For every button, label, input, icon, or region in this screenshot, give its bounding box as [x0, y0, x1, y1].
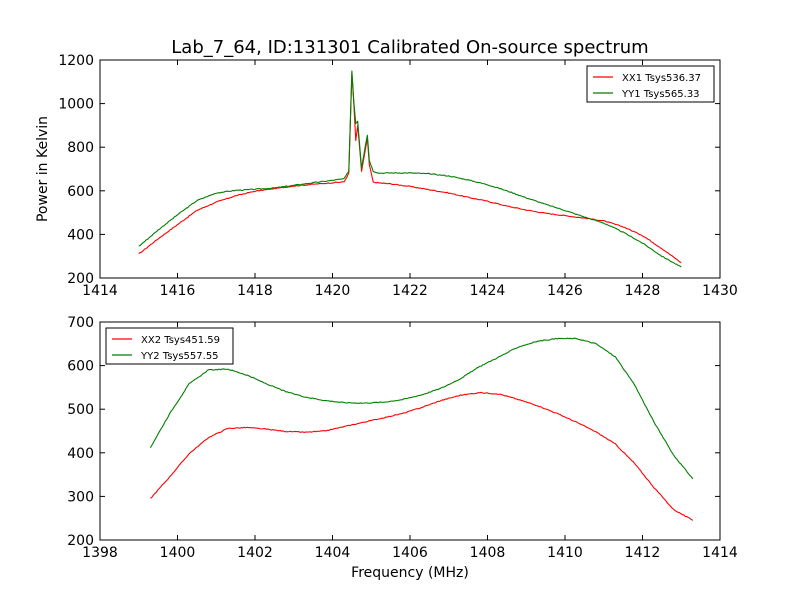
x-tick-label: 1418 — [237, 283, 273, 299]
legend: XX1 Tsys536.37 YY1 Tsys565.33 — [586, 65, 715, 103]
x-tick-label: 1420 — [315, 283, 351, 299]
series-group — [138, 70, 682, 268]
x-tick-label: 1426 — [547, 283, 583, 299]
x-tick-label: 1400 — [160, 545, 196, 561]
y-tick-label: 200 — [67, 533, 94, 549]
x-tick-label: 1416 — [160, 283, 196, 299]
x-tick-label: 1408 — [470, 545, 506, 561]
series-line-2 — [138, 70, 682, 268]
chart-title: Lab_7_64, ID:131301 Calibrated On-source… — [171, 37, 648, 58]
x-tick-label: 1422 — [392, 283, 428, 299]
panel-2: 1398 1400 1402 1404 1406 1408 1410 1412 1414 200 3… — [67, 315, 738, 561]
x-axis-label-bottom: Frequency (MHz) — [351, 565, 469, 581]
panel-1: 1414 1416 1418 1420 1422 1424 1426 1428 1430 200 4… — [58, 53, 737, 299]
legend-label: XX1 Tsys536.37 — [622, 73, 701, 84]
x-tick-label: 1410 — [547, 545, 583, 561]
legend: XX2 Tsys451.59 YY2 Tsys557.55 — [105, 327, 234, 365]
series-line-2 — [149, 337, 694, 480]
y-tick-label: 700 — [67, 315, 94, 331]
x-tick-label: 1428 — [625, 283, 661, 299]
y-axis-label-top: Power in Kelvin — [35, 116, 51, 222]
x-tick-label: 1404 — [315, 545, 351, 561]
y-tick-label: 200 — [67, 271, 94, 287]
legend-label: YY2 Tsys557.55 — [140, 351, 219, 362]
y-tick-label: 800 — [67, 140, 94, 156]
y-tick-label: 1200 — [58, 53, 94, 69]
x-tick-label: 1412 — [625, 545, 661, 561]
y-tick-label: 500 — [67, 402, 94, 418]
x-tick-label: 1414 — [702, 545, 738, 561]
x-tick-label: 1406 — [392, 545, 428, 561]
y-tick-label: 600 — [67, 359, 94, 375]
y-tick-label: 300 — [67, 489, 94, 505]
y-tick-label: 600 — [67, 184, 94, 200]
y-tick-label: 1000 — [58, 97, 94, 113]
legend-box — [586, 65, 715, 103]
x-tick-label: 1398 — [82, 545, 118, 561]
x-tick-label: 1402 — [237, 545, 273, 561]
legend-label: XX2 Tsys451.59 — [141, 335, 220, 346]
x-tick-label: 1430 — [702, 283, 738, 299]
y-tick-label: 400 — [67, 446, 94, 462]
series-line-1 — [150, 391, 694, 521]
x-tick-label: 1424 — [470, 283, 506, 299]
panels: 1414 1416 1418 1420 1422 1424 1426 1428 1430 200 4… — [58, 53, 738, 561]
y-tick-label: 400 — [67, 227, 94, 243]
x-tick-label: 1414 — [82, 283, 118, 299]
legend-box — [105, 327, 234, 365]
legend-label: YY1 Tsys565.33 — [621, 89, 700, 100]
series-group — [149, 337, 694, 521]
